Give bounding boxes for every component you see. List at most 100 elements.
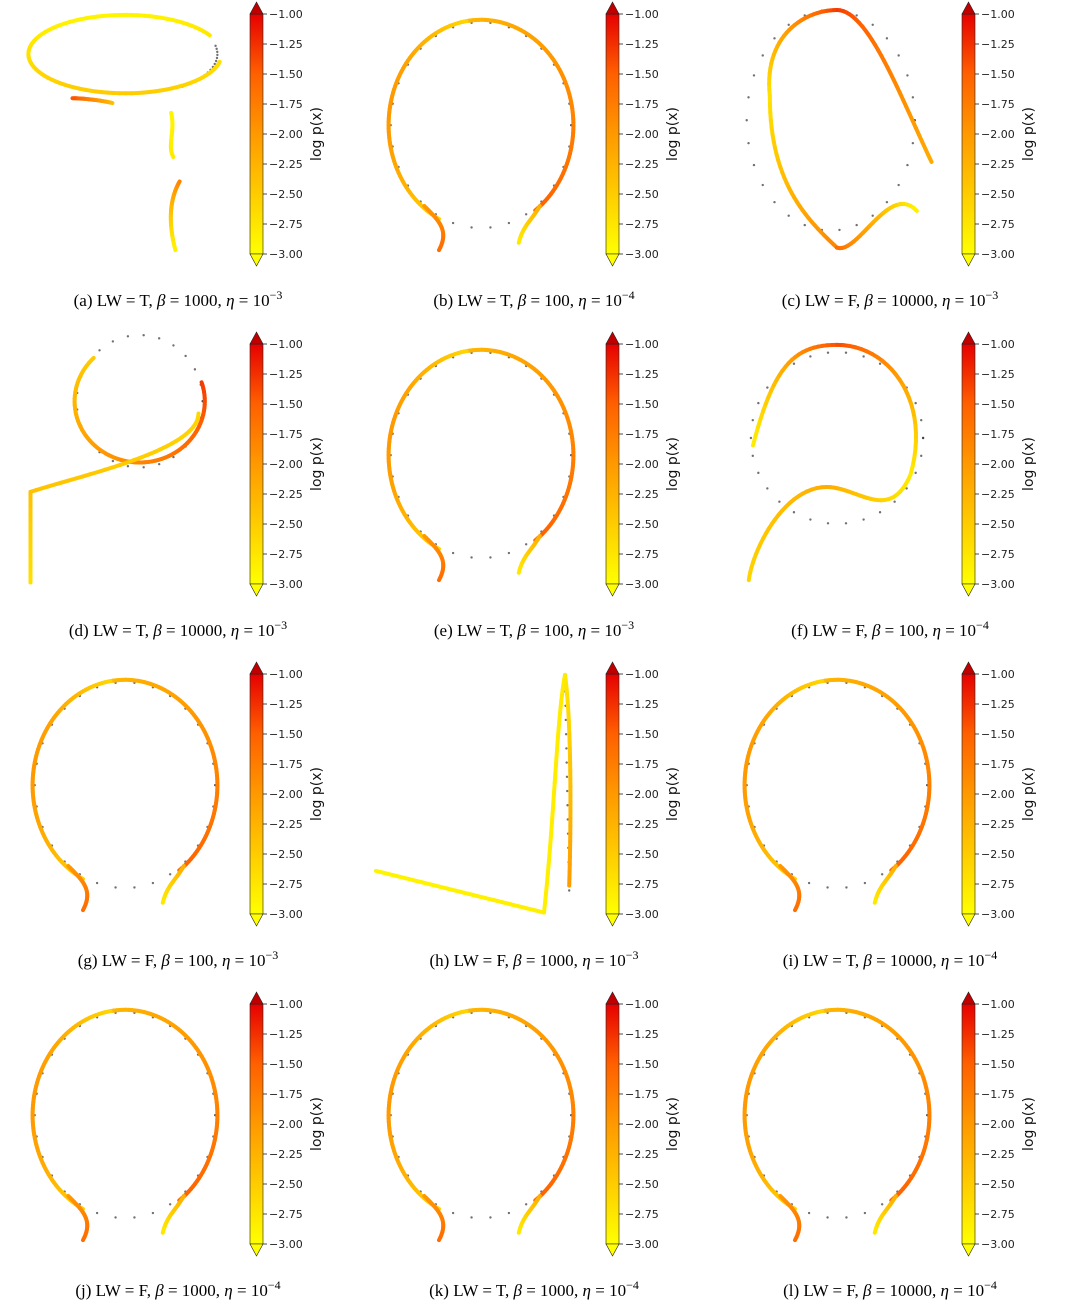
colorbar-tick-label: −1.25 [625,38,659,51]
colorbar-tick-label: −2.25 [269,1148,303,1161]
colorbar-tick-label: −2.25 [625,158,659,171]
colorbar-tick-label: −3.00 [625,578,659,591]
panel-e: −1.00 −1.25 −1.50 −1.75 −2.00 −2.25 −2.50 −2.75… [386,331,681,640]
panel-l: −1.00 −1.25 −1.50 −1.75 −2.00 −2.25 −2.50 −2.75… [742,991,1037,1300]
colorbar-tick-label: −2.25 [625,488,659,501]
colorbar: −1.00 −1.25 −1.50 −1.75 −2.00 −2.25 −2.50 −2.75… [961,1,1037,267]
colorbar-tick-label: −1.25 [625,368,659,381]
colorbar-tick-label: −3.00 [625,1238,659,1251]
colorbar-tick-label: −2.00 [625,458,659,471]
colorbar-tick-label: −2.25 [625,818,659,831]
colorbar-tick-label: −3.00 [981,578,1015,591]
colorbar-tick-label: −1.75 [981,98,1015,111]
colorbar: −1.00 −1.25 −1.50 −1.75 −2.00 −2.25 −2.50 −2.75… [961,991,1037,1257]
colorbar-tick-label: −1.75 [625,98,659,111]
colorbar-tick-label: −2.25 [625,1148,659,1161]
colorbar-tick-label: −1.25 [269,38,303,51]
colorbar-tick-label: −2.50 [625,1178,659,1191]
colorbar: −1.00 −1.25 −1.50 −1.75 −2.00 −2.25 −2.50 −2.75… [249,661,325,927]
trajectory [386,1007,576,1243]
colorbar: −1.00 −1.25 −1.50 −1.75 −2.00 −2.25 −2.50 −2.75… [605,991,681,1257]
colorbar-tick-label: −1.00 [981,668,1015,681]
colorbar-tick-label: −2.75 [981,1208,1015,1221]
trajectory [386,347,576,583]
colorbar-tick-label: −3.00 [269,1238,303,1251]
colorbar-tick-label: −1.75 [625,428,659,441]
colorbar-tick-label: −2.50 [981,848,1015,861]
panel-c: −1.00 −1.25 −1.50 −1.75 −2.00 −2.25 −2.50 −2.75… [745,1,1037,310]
colorbar-label: log p(x) [665,107,681,161]
target-points [389,351,573,559]
subfigure-caption: (h) LW = F, β = 1000, η = 10−3 [430,948,639,970]
subfigure-caption: (e) LW = T, β = 100, η = 10−3 [434,618,634,640]
colorbar-tick-label: −2.00 [269,458,303,471]
colorbar-tick-label: −1.25 [269,1028,303,1041]
colorbar-tick-label: −1.25 [981,698,1015,711]
trajectory [26,12,222,253]
colorbar-tick-label: −2.25 [981,1148,1015,1161]
panel-j: −1.00 −1.25 −1.50 −1.75 −2.00 −2.25 −2.50 −2.75… [30,991,325,1300]
colorbar-tick-label: −1.00 [981,998,1015,1011]
colorbar: −1.00 −1.25 −1.50 −1.75 −2.00 −2.25 −2.50 −2.75… [249,991,325,1257]
colorbar-tick-label: −2.75 [269,1208,303,1221]
colorbar-tick-label: −2.75 [625,878,659,891]
colorbar-tick-label: −1.75 [269,98,303,111]
colorbar-label: log p(x) [309,107,325,161]
colorbar: −1.00 −1.25 −1.50 −1.75 −2.00 −2.25 −2.50 −2.75… [605,331,681,597]
panel-g: −1.00 −1.25 −1.50 −1.75 −2.00 −2.25 −2.50 −2.75… [30,661,325,970]
colorbar-tick-label: −2.00 [625,788,659,801]
subfigure-caption: (a) LW = T, β = 1000, η = 10−3 [74,288,283,310]
colorbar-label: log p(x) [309,767,325,821]
colorbar-tick-label: −3.00 [269,908,303,921]
colorbar-label: log p(x) [1021,437,1037,491]
colorbar-tick-label: −2.50 [625,188,659,201]
colorbar-tick-label: −2.75 [269,878,303,891]
colorbar-tick-label: −1.00 [981,8,1015,21]
colorbar-tick-label: −1.75 [981,428,1015,441]
colorbar-tick-label: −3.00 [625,248,659,261]
colorbar-tick-label: −2.50 [269,518,303,531]
target-points [745,9,916,232]
target-points [389,1011,573,1219]
trajectory [374,672,573,915]
colorbar: −1.00 −1.25 −1.50 −1.75 −2.00 −2.25 −2.50 −2.75… [961,661,1037,927]
colorbar-tick-label: −1.00 [269,998,303,1011]
colorbar-tick-label: −1.50 [625,728,659,741]
colorbar-tick-label: −2.75 [981,218,1015,231]
colorbar-tick-label: −3.00 [269,578,303,591]
subfigure-caption: (j) LW = F, β = 1000, η = 10−4 [75,1278,280,1300]
colorbar-tick-label: −1.00 [269,668,303,681]
colorbar-tick-label: −1.75 [269,428,303,441]
colorbar-label: log p(x) [1021,107,1037,161]
colorbar: −1.00 −1.25 −1.50 −1.75 −2.00 −2.25 −2.50 −2.75… [605,661,681,927]
colorbar-tick-label: −2.00 [625,128,659,141]
panel-f: −1.00 −1.25 −1.50 −1.75 −2.00 −2.25 −2.50 −2.75… [746,331,1037,640]
trajectory [742,1007,932,1243]
colorbar-tick-label: −1.25 [981,38,1015,51]
colorbar-tick-label: −2.00 [269,128,303,141]
colorbar-tick-label: −1.75 [269,758,303,771]
colorbar-tick-label: −2.50 [981,1178,1015,1191]
colorbar-tick-label: −2.00 [981,788,1015,801]
colorbar-tick-label: −2.50 [269,188,303,201]
colorbar-tick-label: −1.25 [625,698,659,711]
panel-a: −1.00 −1.25 −1.50 −1.75 −2.00 −2.25 −2.50 −2.75… [26,1,325,310]
colorbar-tick-label: −2.50 [625,518,659,531]
colorbar: −1.00 −1.25 −1.50 −1.75 −2.00 −2.25 −2.50 −2.75… [605,1,681,267]
colorbar-tick-label: −2.50 [625,848,659,861]
colorbar-tick-label: −2.00 [981,128,1015,141]
target-points [389,21,573,229]
colorbar-tick-label: −3.00 [625,908,659,921]
panel-i: −1.00 −1.25 −1.50 −1.75 −2.00 −2.25 −2.50 −2.75… [742,661,1037,970]
colorbar-tick-label: −2.25 [269,158,303,171]
subfigure-caption: (k) LW = T, β = 1000, η = 10−4 [429,1278,639,1300]
colorbar-tick-label: −1.25 [625,1028,659,1041]
colorbar-label: log p(x) [1021,1097,1037,1151]
colorbar-label: log p(x) [309,1097,325,1151]
colorbar-tick-label: −2.25 [981,158,1015,171]
colorbar-tick-label: −1.50 [625,398,659,411]
colorbar-label: log p(x) [665,437,681,491]
colorbar-tick-label: −2.75 [625,548,659,561]
colorbar-tick-label: −3.00 [981,908,1015,921]
colorbar-tick-label: −1.75 [269,1088,303,1101]
